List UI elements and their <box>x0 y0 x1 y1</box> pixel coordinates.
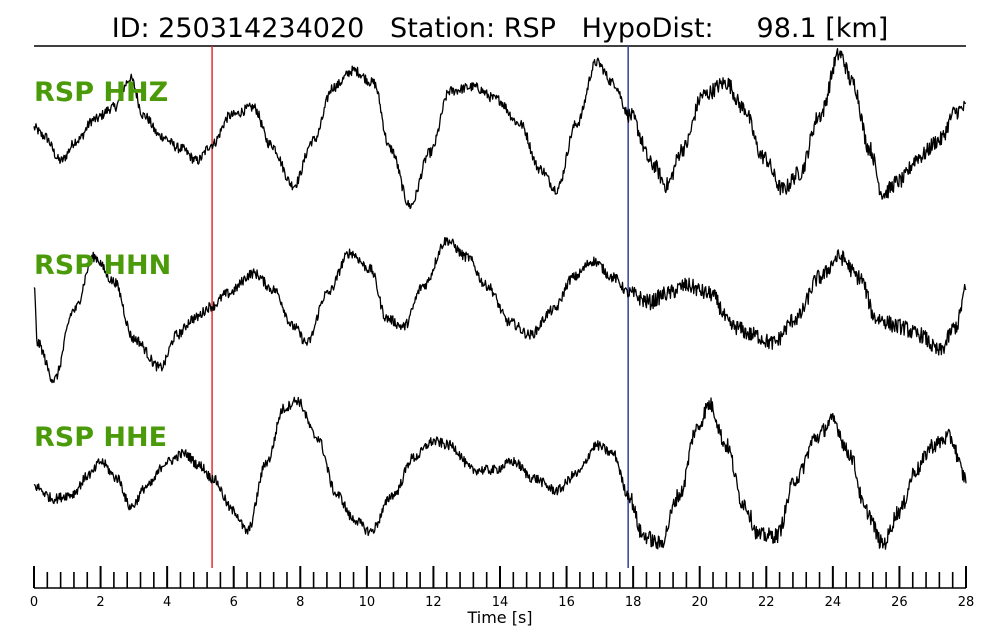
trace-labels: RSP HHZ RSP HHN RSP HHE <box>34 77 171 453</box>
tick-label: 24 <box>825 595 842 610</box>
tick-label: 16 <box>558 595 575 610</box>
tick-label: 8 <box>296 595 304 610</box>
trace-label: RSP HHZ <box>34 77 168 108</box>
trace-label: RSP HHN <box>34 250 171 281</box>
time-axis: 0 2 4 6 8 10 12 14 16 18 20 22 24 26 28 <box>30 566 974 610</box>
tick-label: 0 <box>30 595 38 610</box>
traces <box>33 47 967 550</box>
tick-label: 22 <box>758 595 775 610</box>
trace-rsp-hhz <box>33 47 967 210</box>
chart-title: ID: 250314234020 Station: RSP HypoDist: … <box>112 13 889 44</box>
pick-markers <box>211 46 629 568</box>
tick-label: 18 <box>625 595 642 610</box>
trace-label: RSP HHE <box>34 422 167 453</box>
tick-label: 20 <box>691 595 708 610</box>
tick-label: 14 <box>492 595 509 610</box>
tick-label: 10 <box>359 595 376 610</box>
tick-label: 2 <box>96 595 104 610</box>
tick-label: 28 <box>958 595 975 610</box>
tick-label: 12 <box>425 595 442 610</box>
tick-label: 6 <box>230 595 238 610</box>
tick-label: 4 <box>163 595 171 610</box>
trace-rsp-hhn <box>33 236 967 384</box>
x-axis-label: Time [s] <box>466 608 532 627</box>
tick-label: 26 <box>891 595 908 610</box>
trace-rsp-hhe <box>33 396 967 550</box>
